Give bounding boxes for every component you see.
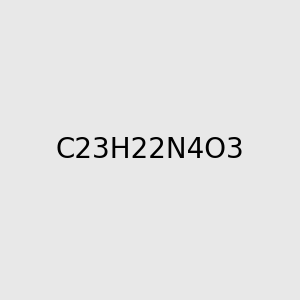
Text: C23H22N4O3: C23H22N4O3: [56, 136, 244, 164]
